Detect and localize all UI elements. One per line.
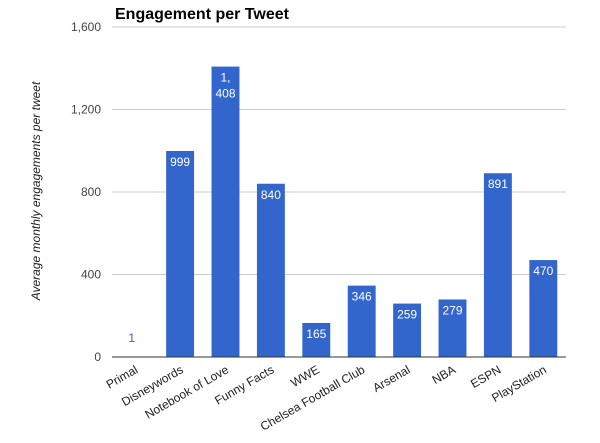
data-label: 259 <box>397 308 417 322</box>
chart-title: Engagement per Tweet <box>115 6 290 23</box>
x-tick-label: NBA <box>430 362 458 386</box>
data-label: 346 <box>352 290 372 304</box>
x-tick-label: WWE <box>288 362 322 389</box>
data-label: 1, 408 <box>215 71 235 101</box>
data-labels: 1 999 1, 408 840 165 346 259 279 891 470 <box>128 71 553 345</box>
bar <box>256 183 285 357</box>
y-axis-label: Average monthly engagements per tweet <box>29 81 43 301</box>
bar <box>438 299 467 357</box>
y-tick-label: 800 <box>81 185 101 199</box>
y-tick-label: 0 <box>94 350 101 364</box>
bar <box>211 66 240 357</box>
bars <box>120 66 558 357</box>
data-label: 165 <box>306 327 326 341</box>
y-tick-label: 1,600 <box>71 20 101 34</box>
bar <box>302 322 331 357</box>
x-tick-label: Arsenal <box>370 362 412 394</box>
bar <box>529 260 558 357</box>
y-tick-label: 1,200 <box>71 103 101 117</box>
data-label: 279 <box>442 303 462 317</box>
data-label: 891 <box>488 177 508 191</box>
bar <box>347 285 376 357</box>
bar <box>393 303 422 357</box>
y-axis-ticks: 0 400 800 1,200 1,600 <box>71 20 101 364</box>
data-label: 840 <box>261 188 281 202</box>
data-label: 999 <box>170 155 190 169</box>
y-tick-label: 400 <box>81 268 101 282</box>
data-label: 470 <box>533 264 553 278</box>
bar <box>166 150 195 357</box>
data-label: 1 <box>128 331 135 345</box>
bar <box>483 173 512 357</box>
